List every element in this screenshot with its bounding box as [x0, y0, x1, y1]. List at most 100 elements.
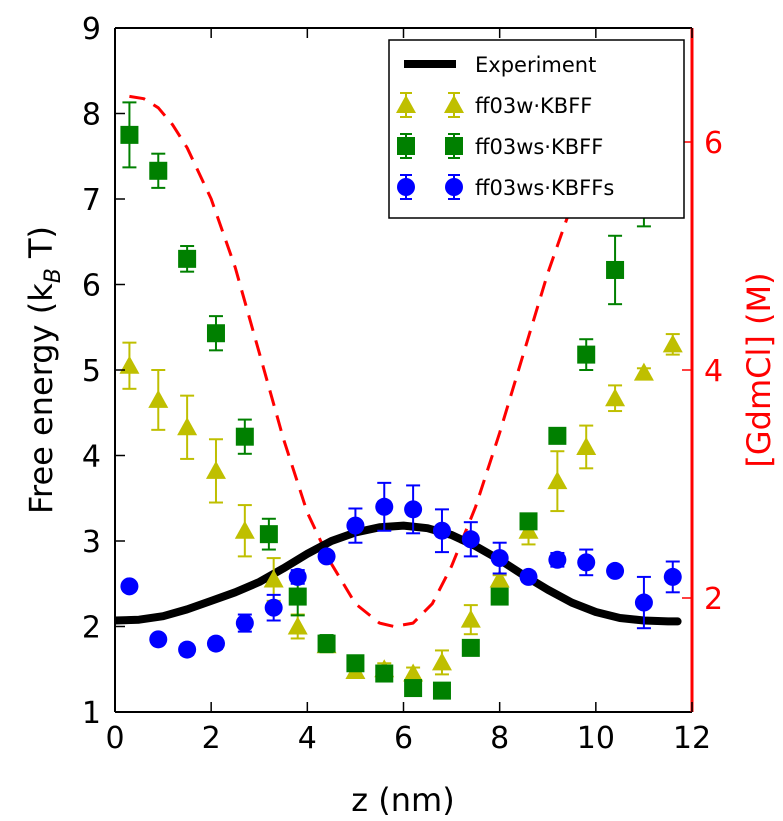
series-2-point-15 — [548, 426, 567, 445]
y-axis-left-label: Free energy (kB T) — [22, 226, 66, 514]
series-3 — [120, 481, 682, 659]
series-2-point-2 — [178, 249, 197, 268]
series-2-point-8 — [346, 654, 365, 673]
series-1-point-13 — [489, 569, 510, 588]
series-1-point-16 — [576, 436, 597, 455]
series-1-point-15 — [547, 471, 568, 490]
series-1-point-2 — [177, 417, 198, 436]
series-3-point-19 — [663, 567, 682, 586]
series-1-point-3 — [205, 460, 226, 479]
x-tick-label-6: 12 — [673, 721, 711, 756]
series-2-point-9 — [375, 664, 394, 683]
series-3-point-9 — [375, 497, 394, 516]
y-axis-left-label-end: T) — [22, 226, 60, 268]
series-3-point-1 — [149, 630, 168, 649]
series-0-line — [115, 521, 682, 626]
y-left-tick-label-7: 8 — [82, 98, 101, 133]
series-2-point-17 — [606, 260, 625, 279]
legend-label-2: ff03ws·KBFF — [475, 135, 603, 159]
series-2-point-11 — [432, 681, 451, 700]
legend-item-0: Experiment — [404, 53, 596, 77]
series-3-point-18 — [634, 593, 653, 612]
series-1-point-17 — [605, 388, 626, 407]
y-left-tick-label-5: 6 — [82, 269, 101, 304]
series-1 — [119, 333, 683, 682]
legend-marker-2-0 — [397, 137, 415, 155]
series-2-point-13 — [490, 587, 509, 606]
series-2-point-10 — [404, 679, 423, 698]
series-3-point-7 — [317, 547, 336, 566]
y-left-tick-label-4: 5 — [82, 354, 101, 389]
series-2-point-3 — [206, 324, 225, 343]
y-right-tick-label-2: 6 — [704, 126, 723, 161]
series-3-point-11 — [432, 521, 451, 540]
series-3-point-16 — [577, 553, 596, 572]
legend-label-0: Experiment — [475, 53, 596, 77]
series-3-point-12 — [461, 530, 480, 549]
legend-label-1: ff03w·KBFF — [475, 94, 592, 118]
y-axis-left-label-sub: B — [41, 268, 66, 283]
series-1-point-11 — [431, 652, 452, 671]
legend-marker-1-1 — [444, 95, 464, 113]
series-1-point-0 — [119, 355, 140, 374]
legend-marker-3-1 — [445, 178, 463, 196]
series-1-point-18 — [633, 362, 654, 381]
y-left-tick-label-0: 1 — [82, 696, 101, 731]
y-left-tick-label-8: 9 — [82, 12, 101, 47]
series-3-point-5 — [264, 598, 283, 617]
legend: Experiment ff03w·KBFF ff03ws·KBFF ff03ws·KB… — [388, 39, 685, 219]
series-3-point-0 — [120, 577, 139, 596]
series-2-point-5 — [259, 525, 278, 544]
x-tick-label-4: 8 — [490, 721, 509, 756]
legend-marker-3-0 — [397, 178, 415, 196]
x-axis-label: z (nm) — [351, 781, 454, 819]
series-2-point-6 — [288, 587, 307, 606]
x-tick-label-2: 4 — [298, 721, 317, 756]
x-tick-label-0: 0 — [105, 721, 124, 756]
series-2-point-0 — [120, 125, 139, 144]
series-3-point-13 — [490, 549, 509, 568]
series-1-point-6 — [287, 616, 308, 635]
y-axis-left-label-main: Free energy (k — [22, 283, 60, 514]
series-1-point-19 — [662, 334, 683, 353]
series-2-point-16 — [577, 345, 596, 364]
series-3-point-17 — [606, 561, 625, 580]
series-1-point-5 — [263, 569, 284, 588]
legend-items: Experiment ff03w·KBFF ff03ws·KBFF ff03ws·KB… — [396, 53, 614, 200]
series-2-point-12 — [461, 638, 480, 657]
series-3-point-8 — [346, 516, 365, 535]
legend-item-3: ff03ws·KBFFs — [397, 174, 614, 200]
y-left-tick-label-6: 7 — [82, 183, 101, 218]
series-1-point-4 — [234, 520, 255, 539]
x-tick-label-5: 10 — [577, 721, 615, 756]
series-3-point-3 — [206, 634, 225, 653]
series-2-point-1 — [149, 161, 168, 180]
series-3-point-15 — [548, 550, 567, 569]
series-2 — [120, 101, 653, 700]
y-left-tick-label-2: 3 — [82, 525, 101, 560]
series-2-point-7 — [317, 634, 336, 653]
y-axis-right-label: [GdmCl] (M) — [740, 272, 778, 467]
legend-marker-2-1 — [445, 137, 463, 155]
series-1-point-12 — [460, 609, 481, 628]
series-1-point-10 — [403, 663, 424, 682]
legend-box — [388, 39, 685, 219]
y-right-tick-label-1: 4 — [704, 354, 723, 389]
series-1-point-1 — [148, 389, 169, 408]
y-left-tick-label-3: 4 — [82, 440, 101, 475]
series-3-point-2 — [178, 640, 197, 659]
series-3-point-14 — [519, 567, 538, 586]
series-2-point-4 — [235, 427, 254, 446]
y-right-tick-label-0: 2 — [704, 582, 723, 617]
legend-item-2: ff03ws·KBFF — [397, 133, 603, 159]
series-0 — [115, 521, 682, 626]
series-3-point-10 — [404, 500, 423, 519]
series-3-point-6 — [288, 567, 307, 586]
series-3-point-4 — [235, 614, 254, 633]
legend-item-1: ff03w·KBFF — [396, 92, 592, 118]
x-tick-label-3: 6 — [394, 721, 413, 756]
series-2-point-14 — [519, 512, 538, 531]
y-left-tick-label-1: 2 — [82, 611, 101, 646]
